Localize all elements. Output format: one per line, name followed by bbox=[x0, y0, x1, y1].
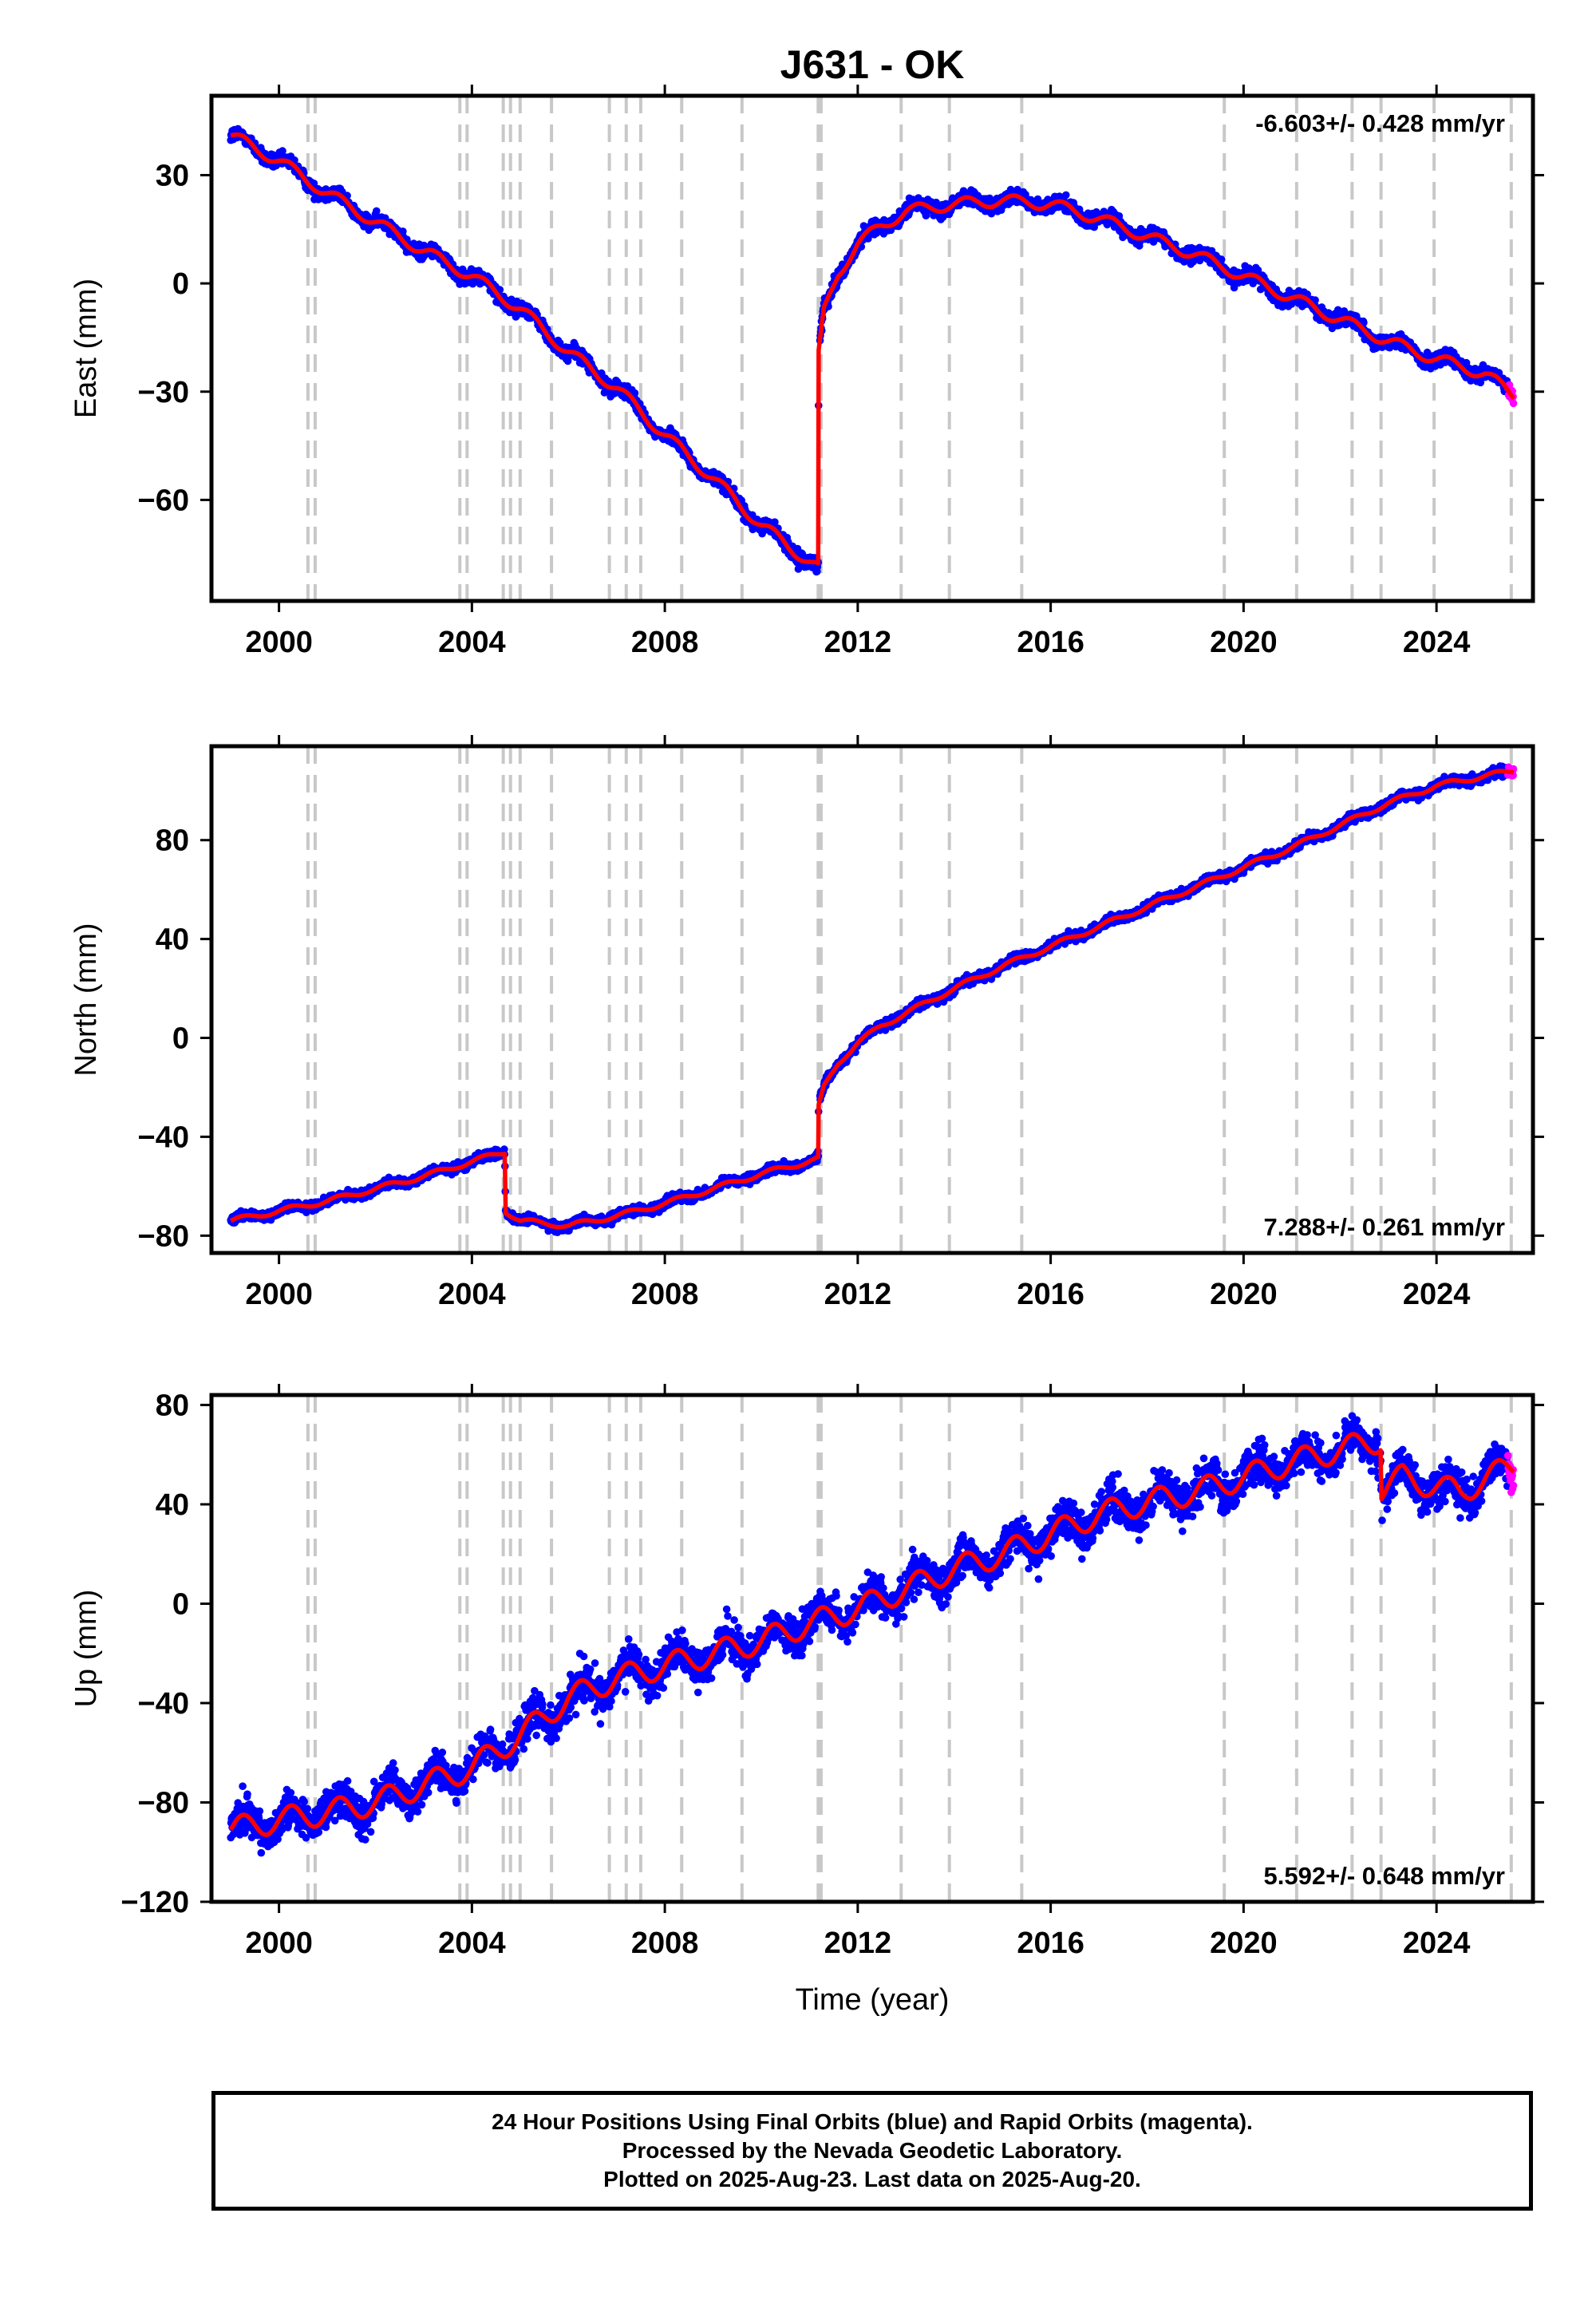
final-orbit-point bbox=[279, 147, 286, 155]
y-tick-label: 30 bbox=[156, 159, 189, 192]
x-tick-label: 2004 bbox=[438, 626, 506, 659]
final-orbit-point bbox=[1062, 191, 1070, 200]
y-tick-label: −30 bbox=[138, 376, 189, 409]
x-tick-label: 2012 bbox=[824, 626, 892, 659]
y-axis-label: East (mm) bbox=[69, 279, 103, 418]
y-tick-label: 0 bbox=[172, 267, 189, 301]
y-tick-label: −60 bbox=[138, 484, 189, 517]
velocity-label: -6.603+/- 0.428 mm/yr bbox=[1255, 109, 1505, 137]
chart-title: J631 - OK bbox=[780, 42, 965, 87]
final-orbit-point bbox=[373, 207, 381, 215]
x-tick-label: 2016 bbox=[1017, 626, 1084, 659]
panels: 2000 2004 2008 2012 2016 2020 2024 −60 −30 0 30 Eas… bbox=[69, 85, 1544, 1960]
final-orbit-point bbox=[399, 227, 407, 235]
x-tick-label: 2020 bbox=[1210, 626, 1278, 659]
x-tick-label: 2000 bbox=[245, 626, 313, 659]
panel-east: 2000 2004 2008 2012 2016 2020 2024 −60 −30 0 30 Eas… bbox=[69, 85, 1544, 659]
rapid-orbit-point bbox=[1509, 399, 1518, 408]
x-tick-label: 2008 bbox=[631, 626, 699, 659]
x-tick-label: 2024 bbox=[1403, 626, 1471, 659]
